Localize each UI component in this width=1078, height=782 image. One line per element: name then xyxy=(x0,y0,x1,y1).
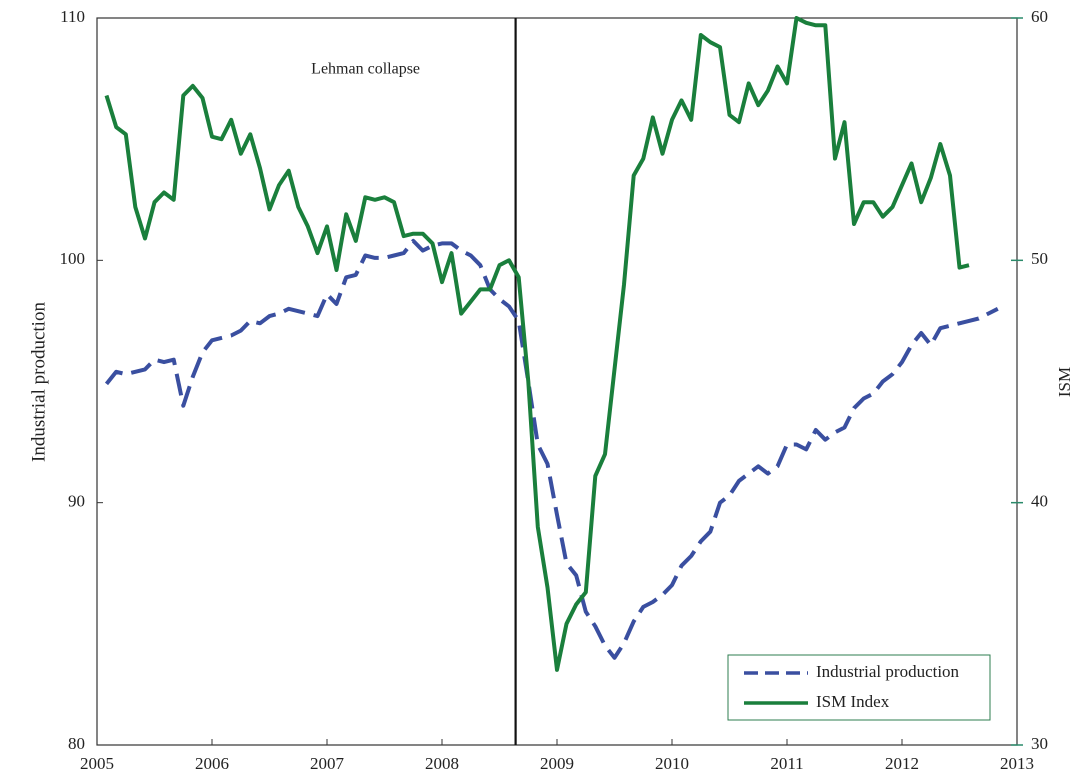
series-line xyxy=(104,16,970,672)
y2-tick-label: 30 xyxy=(1031,734,1048,753)
y2-axis-label: ISM xyxy=(1055,367,1074,397)
x-tick-label: 2009 xyxy=(540,754,574,773)
legend-label: ISM Index xyxy=(816,692,890,711)
y-tick-label: 100 xyxy=(60,249,86,268)
x-tick-label: 2013 xyxy=(1000,754,1034,773)
y2-tick-label: 50 xyxy=(1031,249,1048,268)
y-tick-label: 90 xyxy=(68,492,85,511)
x-tick-label: 2006 xyxy=(195,754,229,773)
x-tick-label: 2011 xyxy=(770,754,803,773)
y-tick-label: 80 xyxy=(68,734,85,753)
event-label: Lehman collapse xyxy=(311,61,420,78)
y2-tick-label: 60 xyxy=(1031,7,1048,26)
series-line xyxy=(104,238,999,660)
legend-label: Industrial production xyxy=(816,662,960,681)
x-tick-label: 2010 xyxy=(655,754,689,773)
legend-box xyxy=(727,654,991,721)
y-tick-label: 110 xyxy=(60,7,85,26)
y2-tick-label: 40 xyxy=(1031,492,1048,511)
x-tick-label: 2005 xyxy=(80,754,114,773)
y-axis-label: Industrial production xyxy=(28,302,49,462)
x-tick-label: 2012 xyxy=(885,754,919,773)
x-tick-label: 2008 xyxy=(425,754,459,773)
x-tick-label: 2007 xyxy=(310,754,345,773)
